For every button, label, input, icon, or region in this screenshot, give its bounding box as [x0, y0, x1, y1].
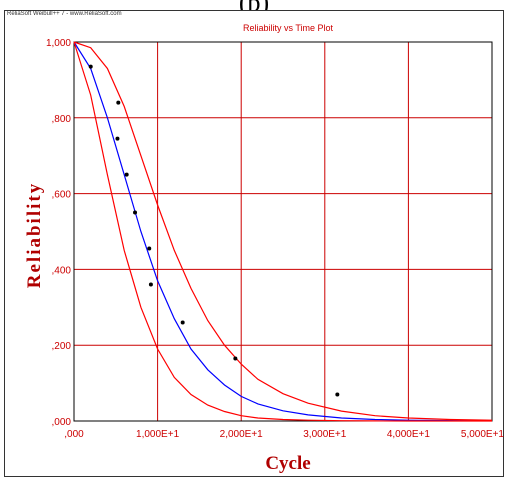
- y-tick-label-3: ,600: [52, 190, 72, 201]
- y-tick-labels: ,000 ,200 ,400 ,600 ,800 1,000: [46, 38, 71, 428]
- data-point-8: [233, 356, 238, 361]
- series-line-lower-bound: [73, 41, 492, 422]
- data-point-2: [115, 136, 120, 141]
- data-point-0: [88, 64, 93, 69]
- data-point-3: [124, 172, 129, 177]
- watermark: ReliaSoft Weibull++ 7 - www.ReliaSoft.co…: [7, 11, 122, 17]
- x-tick-label-0: ,000: [64, 429, 84, 440]
- y-tick-label-0: ,000: [52, 417, 72, 428]
- y-axis-label: Reliability: [24, 182, 45, 288]
- x-axis-label: Cycle: [265, 453, 310, 474]
- data-point-5: [147, 246, 152, 251]
- series-line-upper-bound: [73, 41, 493, 421]
- data-point-1: [116, 100, 121, 105]
- y-tick-label-5: 1,000: [46, 38, 71, 49]
- x-tick-label-1: 1,000E+1: [136, 429, 180, 440]
- x-tick-label-4: 4,000E+1: [387, 429, 431, 440]
- y-tick-label-2: ,400: [52, 265, 72, 276]
- series-line-fit: [73, 41, 493, 422]
- y-tick-label-4: ,800: [52, 114, 72, 125]
- data-point-9: [335, 392, 340, 397]
- data-point-4: [133, 210, 138, 215]
- y-tick-label-1: ,200: [52, 341, 72, 352]
- grid: [73, 41, 493, 422]
- data-point-6: [148, 282, 153, 287]
- data-points: [88, 64, 340, 397]
- series-group: [73, 41, 493, 422]
- chart-frame: [4, 10, 504, 477]
- data-point-7: [180, 320, 185, 325]
- x-tick-label-3: 3,000E+1: [303, 429, 347, 440]
- x-tick-label-5: 5,000E+1: [461, 429, 505, 440]
- chart-title: Reliability vs Time Plot: [243, 23, 334, 33]
- x-tick-labels: ,000 1,000E+1 2,000E+1 3,000E+1 4,000E+1 5,00…: [64, 429, 504, 440]
- plot-area-border: [73, 41, 493, 422]
- x-tick-label-2: 2,000E+1: [220, 429, 264, 440]
